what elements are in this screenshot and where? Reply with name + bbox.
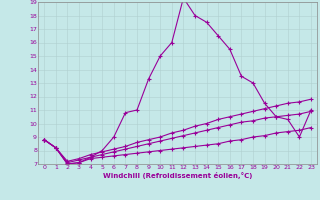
X-axis label: Windchill (Refroidissement éolien,°C): Windchill (Refroidissement éolien,°C) xyxy=(103,172,252,179)
